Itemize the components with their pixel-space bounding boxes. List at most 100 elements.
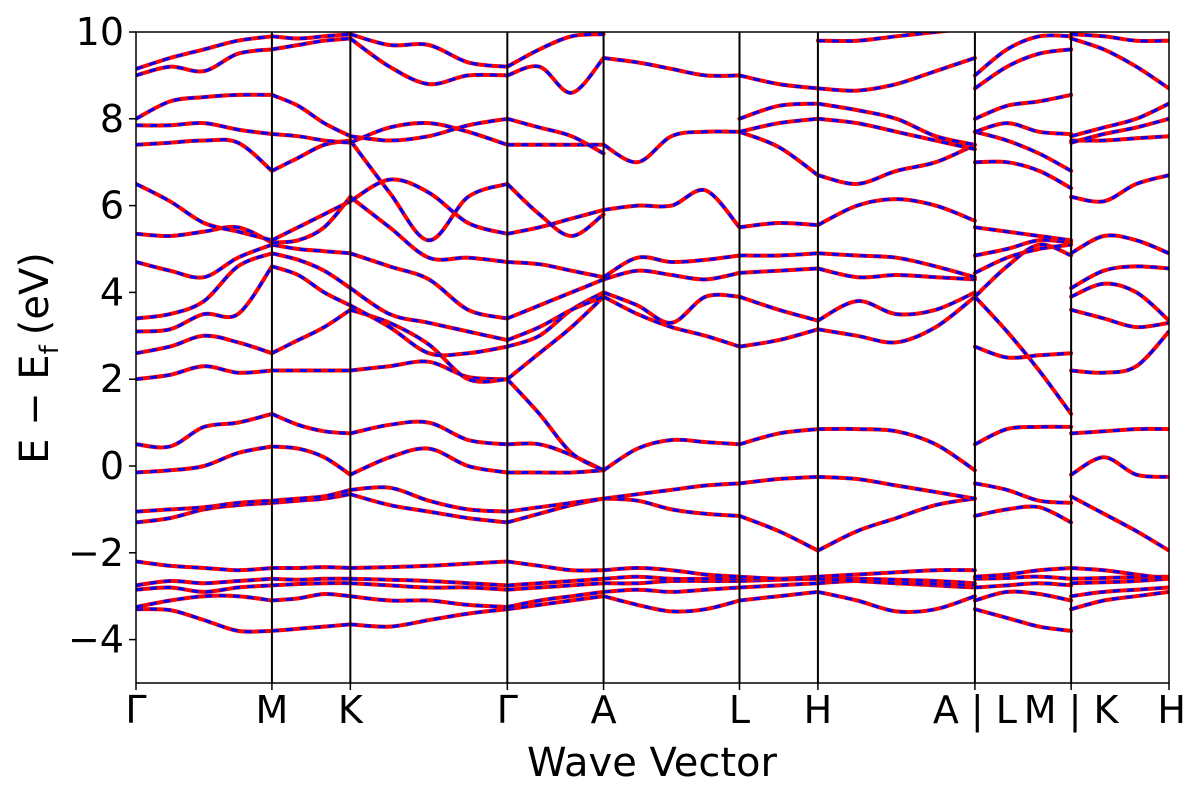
band-line-blue [350,117,508,142]
band-line-red [815,426,977,473]
band-line-red [505,32,606,69]
band-line-blue [602,254,740,279]
band-line-blue [136,583,272,594]
band-line-blue [602,438,740,472]
band-line-blue [1070,330,1169,375]
band-line-blue [136,445,273,474]
band-line-red [136,251,274,321]
band-line-blue [506,295,605,342]
band-line-blue [136,34,273,71]
band-line-red [815,589,977,615]
band-line-red [136,181,274,243]
band-line-blue [349,177,508,236]
band-line-red [815,101,977,147]
band-line-blue [603,481,740,501]
band-line-red [737,294,820,323]
band-line-blue [817,143,976,186]
kpoint-divider-lines [270,32,1073,683]
band-line-red [269,138,353,173]
band-line-blue [349,251,508,320]
band-line-blue [602,295,740,349]
band-line-blue [507,260,604,279]
band-line-blue [974,243,1072,275]
band-line-blue [739,73,819,90]
band-line-blue [136,243,273,280]
band-line-red [505,260,606,280]
band-line-red [972,47,1074,91]
band-line-blue [974,581,1072,589]
band-line-red [737,129,820,178]
band-line-red [136,411,274,450]
band-line-red [601,187,742,230]
band-line-red [737,116,820,134]
band-line-red [348,594,510,609]
band-line-blue [271,93,351,138]
band-line-blue [817,475,976,501]
band-line-blue [1070,590,1169,611]
band-line-blue [506,295,605,381]
band-line-red [1069,329,1169,375]
band-line-blue [507,577,604,587]
x-tick-label: A [591,688,617,732]
x-tick-label: A | L [933,688,1017,733]
band-line-blue [350,560,508,570]
band-line-red [136,607,274,634]
band-line-blue [136,577,273,587]
band-line-blue [739,295,819,323]
x-tick-label: K [338,688,364,732]
band-line-blue [1070,566,1169,581]
band-line-blue [974,130,1072,173]
band-line-blue [271,199,351,242]
band-line-blue [136,225,273,244]
band-line-blue [349,308,508,384]
band-line-blue [974,345,1072,360]
band-line-red [348,607,510,629]
band-line-blue [973,295,1073,415]
band-line-blue [817,251,976,279]
band-line-red [815,496,977,553]
x-tick-label: Γ [497,688,518,732]
band-line-blue [603,575,740,581]
band-line-blue [271,412,351,435]
y-tick-label: −4 [68,618,124,662]
band-line-red [1069,36,1169,91]
y-tick-label: 2 [100,357,124,401]
band-line-red [269,36,353,52]
band-line-red [348,492,510,525]
band-line-blue [136,121,273,136]
band-line-blue [507,594,604,611]
band-line-blue [973,243,1072,298]
band-line-blue [974,425,1072,446]
band-line-blue [974,225,1072,242]
band-line-blue [974,47,1072,90]
band-line-blue [271,308,352,355]
band-line-red [737,474,820,486]
band-line-blue [603,497,740,518]
band-line-blue [506,56,605,95]
band-line-red [269,32,353,41]
band-line-red [815,116,977,152]
band-line-blue [136,594,273,609]
band-line-red [136,47,274,78]
band-line-blue [507,468,604,475]
band-line-blue [603,291,740,325]
band-line-blue [602,129,740,164]
band-line-red [815,474,977,501]
band-line-blue [506,291,605,349]
band-line-blue [1070,455,1169,479]
band-line-blue [603,594,740,614]
band-line-blue [136,412,273,449]
band-line-red [601,594,742,614]
band-line-blue [974,481,1072,505]
band-line-red [737,589,820,603]
band-line-blue [1070,102,1169,138]
plot-frame [135,31,1170,684]
band-line-red [737,574,820,581]
band-line-red [737,327,820,349]
band-line-red [269,242,353,256]
band-line-blue [974,575,1072,581]
band-line-blue [817,267,975,281]
band-line-blue [738,130,819,177]
band-line-blue [506,182,605,238]
